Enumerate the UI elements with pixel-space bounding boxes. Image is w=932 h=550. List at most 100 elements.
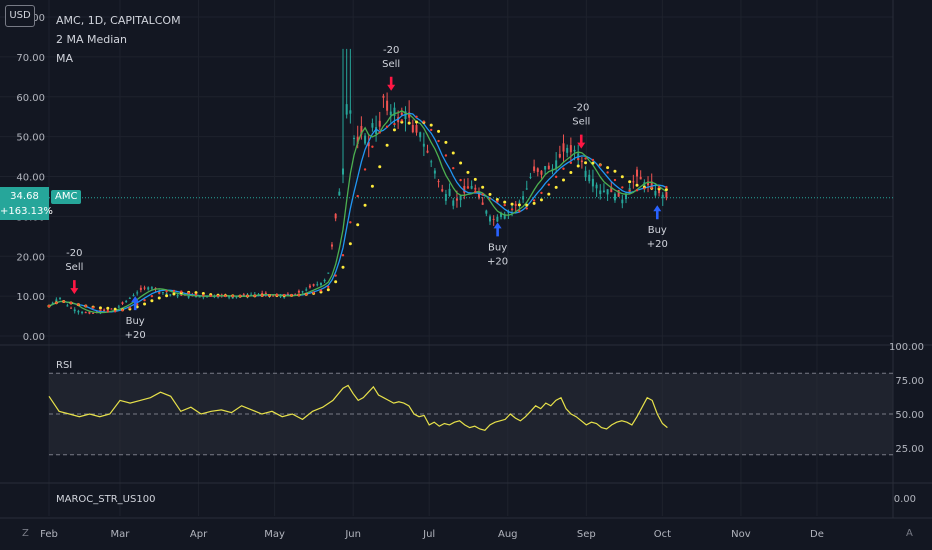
ma-yellow-dot: [539, 198, 543, 202]
candle-body: [84, 312, 87, 314]
x-tick-label: Oct: [654, 529, 671, 540]
candle-body: [415, 125, 418, 133]
ma-red-dot: [341, 254, 345, 257]
ma-yellow-dot: [481, 185, 485, 189]
candle-body: [128, 297, 131, 299]
last-price-tag: 34.68 +163.13%: [0, 187, 53, 220]
candle-body: [195, 296, 198, 298]
ma-yellow-dot: [334, 280, 338, 284]
rsi-tick-label: 100.00: [889, 342, 924, 353]
ma-red-dot: [378, 131, 381, 134]
ma-red-dot: [113, 310, 117, 313]
y-tick-label: 40.00: [16, 173, 45, 184]
ma-red-dot: [407, 114, 411, 117]
x-tick-label: Apr: [190, 529, 208, 540]
candle-body: [66, 305, 69, 307]
ma-red-dot: [474, 190, 477, 193]
candle-body: [419, 132, 422, 138]
ma-yellow-dot: [143, 302, 147, 306]
ma-yellow-dot: [326, 288, 330, 292]
ma-red-dot: [393, 122, 396, 126]
rsi-label[interactable]: RSI: [56, 360, 73, 371]
ma-yellow-dot: [356, 223, 360, 227]
ma-red-dot: [569, 161, 573, 165]
ma-red-dot: [657, 186, 661, 189]
candle-body: [261, 293, 264, 295]
ma-yellow-dot: [525, 203, 529, 207]
ma-red-dot: [224, 294, 227, 298]
ma-red-dot: [613, 178, 617, 182]
ma-green-line: [48, 110, 667, 314]
candle-body: [518, 201, 521, 203]
candle-body: [55, 299, 58, 302]
ma-red-dot: [84, 304, 87, 308]
ma-red-dot: [385, 125, 389, 128]
candle-body: [636, 169, 639, 177]
x-tick-label: Feb: [40, 529, 58, 540]
ma-yellow-dot: [98, 306, 102, 310]
ma-yellow-dot: [495, 198, 499, 202]
ma-red-dot: [591, 158, 595, 162]
ma-red-dot: [136, 303, 139, 306]
currency-button[interactable]: USD: [5, 5, 35, 27]
candle-body: [132, 295, 135, 297]
y-tick-label: 10.00: [16, 292, 45, 303]
candle-body: [264, 292, 267, 295]
x-tick-label: Mar: [111, 529, 131, 540]
zoom-icon[interactable]: Z: [22, 528, 29, 539]
candle-body: [70, 307, 73, 309]
indicator-2ma-median-label[interactable]: 2 MA Median: [56, 33, 128, 46]
candle-body: [88, 311, 91, 314]
ma-red-dot: [349, 221, 352, 224]
sell-signal-qty: -20: [66, 248, 82, 259]
rsi-tick-label: 50.00: [895, 410, 924, 421]
ma-red-dot: [562, 167, 565, 170]
candle-body: [643, 182, 646, 188]
candle-body: [231, 296, 234, 299]
candle-body: [389, 111, 392, 116]
x-tick-label: May: [264, 529, 285, 540]
ma-red-dot: [547, 183, 551, 186]
ma-yellow-dot: [569, 171, 573, 175]
ma-red-dot: [253, 294, 257, 297]
candle-body: [569, 145, 572, 153]
candle-body: [77, 310, 80, 313]
candle-body: [426, 150, 429, 153]
candle-body: [92, 312, 95, 314]
ma-yellow-dot: [547, 192, 551, 196]
ma-red-dot: [334, 274, 337, 277]
ma-red-dot: [55, 301, 58, 304]
ma-yellow-dot: [385, 143, 389, 147]
auto-scale-icon[interactable]: A: [906, 528, 913, 539]
ma-red-dot: [305, 293, 308, 296]
candle-body: [235, 296, 238, 298]
candle-body: [470, 185, 473, 189]
candle-body: [319, 282, 322, 285]
ma-red-dot: [665, 185, 668, 189]
candle-body: [150, 287, 153, 289]
candle-body: [621, 199, 624, 204]
ma-blue-line: [48, 112, 667, 313]
y-tick-label: 0.00: [23, 332, 45, 343]
ma-red-dot: [297, 293, 301, 297]
ma-yellow-dot: [554, 185, 558, 189]
candle-body: [220, 294, 223, 296]
buy-signal-label: Buy: [648, 225, 667, 236]
candle-body: [602, 190, 605, 193]
ma-red-dot: [260, 294, 264, 297]
indicator-ma-label[interactable]: MA: [56, 52, 74, 65]
candle-body: [349, 110, 352, 114]
x-tick-label: Jul: [422, 529, 435, 540]
candle-body: [441, 189, 444, 192]
candle-body: [312, 284, 315, 286]
candle-body: [345, 104, 348, 115]
x-tick-label: De: [810, 529, 824, 540]
sell-signal-qty: -20: [573, 103, 589, 114]
candle-body: [540, 170, 543, 175]
candle-body: [544, 166, 547, 170]
candle-body: [242, 294, 245, 296]
ma-yellow-dot: [407, 121, 411, 125]
strategy-label[interactable]: MAROC_STR_US100: [56, 494, 156, 505]
candle-body: [180, 294, 183, 296]
